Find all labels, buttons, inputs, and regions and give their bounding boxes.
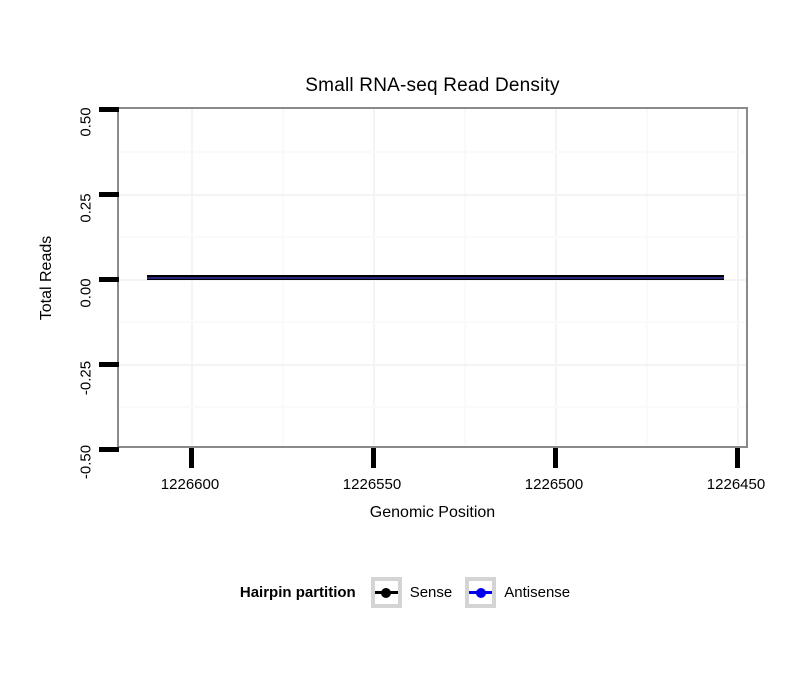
- gridline-v-major: [737, 109, 739, 446]
- x-tick-mark: [735, 448, 740, 468]
- legend-item-sense: Sense: [370, 577, 453, 608]
- data-line-antisense-core: [147, 276, 724, 279]
- y-tick-label: 0.25: [77, 193, 95, 223]
- x-tick-label: 1226450: [706, 476, 766, 493]
- gridline-h-minor: [119, 236, 746, 238]
- y-tick-label: -0.50: [77, 444, 95, 480]
- legend-item-antisense: Antisense: [465, 577, 570, 608]
- x-tick-mark: [189, 448, 194, 468]
- x-tick-label: 1226600: [160, 476, 220, 493]
- antisense-point-icon: [475, 587, 486, 598]
- gridline-h-major: [119, 279, 746, 281]
- y-tick-mark: [99, 107, 119, 112]
- gridline-h-major: [119, 364, 746, 366]
- y-axis-title: Total Reads: [38, 235, 55, 321]
- x-tick-mark: [371, 448, 376, 468]
- x-tick-mark: [553, 448, 558, 468]
- y-tick-label: 0.00: [77, 278, 95, 308]
- y-tick-mark: [99, 362, 119, 367]
- gridline-h-minor: [119, 321, 746, 323]
- legend-label-antisense: Antisense: [504, 584, 571, 601]
- legend-label-sense: Sense: [409, 584, 453, 601]
- y-tick-mark: [99, 192, 119, 197]
- gridline-h-major: [119, 194, 746, 196]
- legend-title: Hairpin partition: [239, 584, 356, 601]
- legend-key-sense-icon: [370, 577, 402, 608]
- legend-key-antisense-icon: [465, 577, 497, 608]
- x-tick-label: 1226500: [524, 476, 584, 493]
- y-tick-mark: [99, 447, 119, 452]
- gridline-h-minor: [119, 151, 746, 153]
- y-tick-label: 0.50: [77, 107, 95, 137]
- sense-point-icon: [381, 587, 392, 598]
- x-axis-title: Genomic Position: [369, 504, 496, 521]
- legend: Hairpin partition Sense Antisense: [0, 577, 810, 608]
- y-tick-label: -0.25: [77, 360, 95, 396]
- plot-panel: [99, 107, 748, 468]
- x-tick-label: 1226550: [342, 476, 402, 493]
- data-line-sense-antisense: [147, 275, 724, 280]
- y-tick-mark: [99, 277, 119, 282]
- chart-title: Small RNA-seq Read Density: [305, 75, 560, 96]
- gridline-h-minor: [119, 406, 746, 408]
